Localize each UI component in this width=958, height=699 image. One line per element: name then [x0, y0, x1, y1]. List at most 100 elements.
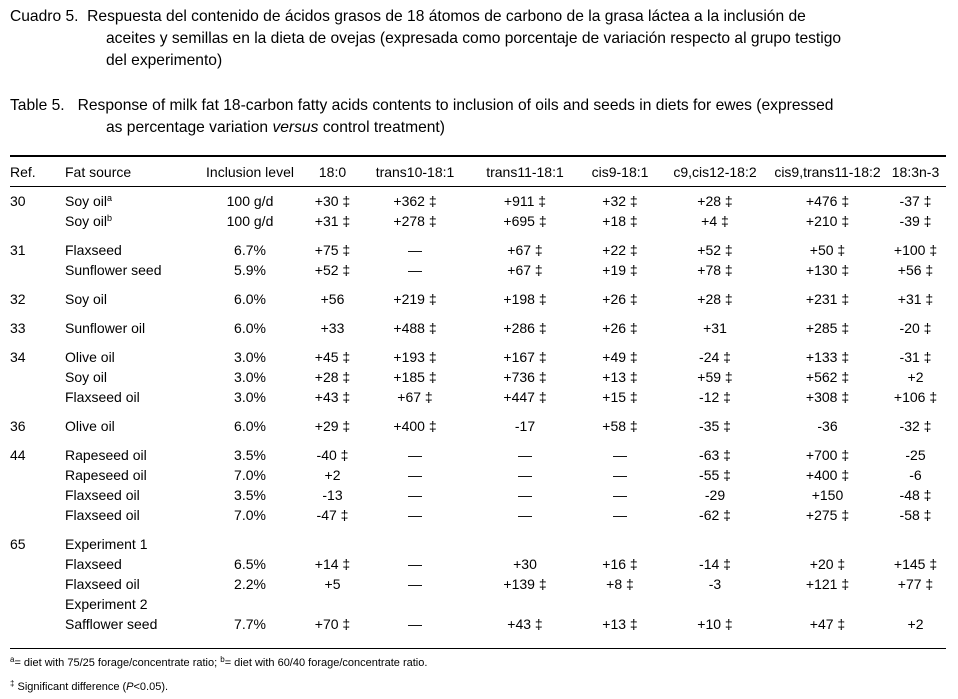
- group-spacer: [10, 280, 946, 289]
- value-cell: [305, 594, 360, 614]
- table-row: Flaxseed 6.5% +14 ‡ — +30 +16 ‡ -14 ‡ +20 ‡ +145…: [10, 554, 946, 574]
- value-cell: +8 ‡: [606, 576, 634, 592]
- value-cell: +31 ‡: [314, 213, 351, 229]
- group-spacer: [10, 231, 946, 240]
- caption-english-label: Table 5.: [10, 97, 65, 114]
- value-cell: +45 ‡: [314, 349, 351, 365]
- value-cell: -24 ‡: [699, 349, 731, 365]
- ref-cell: [10, 387, 65, 407]
- value-cell: +198 ‡: [503, 291, 547, 307]
- value-cell: +52 ‡: [697, 242, 733, 258]
- table-row: Experiment 2: [10, 594, 946, 614]
- ref-cell: [10, 367, 65, 387]
- ref-cell: 34: [10, 349, 26, 365]
- value-cell: +43 ‡: [507, 616, 543, 632]
- value-cell: —: [408, 556, 422, 572]
- fat-source-cell: Flaxseed oil: [65, 485, 195, 505]
- value-cell: +231 ‡: [805, 291, 850, 307]
- fat-source-cell: Flaxseed oil: [65, 387, 195, 407]
- group-spacer: [10, 407, 946, 416]
- fat-source-label: Flaxseed oil: [65, 389, 140, 405]
- footnote-diets: a= diet with 75/25 forage/concentrate ra…: [10, 656, 427, 670]
- ref-cell: 44: [10, 447, 26, 463]
- caption-spanish-line3: del experimento): [106, 52, 223, 69]
- column-header: 18:0: [318, 164, 347, 180]
- column-header: trans10-18:1: [375, 164, 455, 180]
- value-cell: +911 ‡: [503, 193, 547, 209]
- column-header: trans11-18:1: [486, 164, 564, 180]
- value-cell: +167 ‡: [503, 349, 547, 365]
- value-cell: +447 ‡: [503, 389, 547, 405]
- ref-cell: [10, 505, 65, 525]
- value-cell: -39 ‡: [899, 213, 932, 229]
- fat-source-label: Soy oil: [65, 369, 108, 385]
- fat-source-label: Olive oil: [65, 349, 115, 365]
- footnote-p-symbol: P: [126, 681, 134, 693]
- value-cell: +139 ‡: [503, 576, 547, 592]
- ref-cell: 36: [10, 418, 26, 434]
- fat-source-label: Sunflower seed: [65, 262, 162, 278]
- inclusion-level-cell: [195, 534, 305, 554]
- diet-footnote-mark: b: [107, 213, 113, 223]
- value-cell: -25: [905, 447, 926, 463]
- value-cell: +56: [320, 291, 345, 307]
- table-row: 34 Olive oil 3.0% +45 ‡ +193 ‡ +167 ‡ +49 ‡ -24…: [10, 347, 946, 367]
- value-cell: +700 ‡: [805, 447, 850, 463]
- table-row: Rapeseed oil 7.0% +2 — — — -55 ‡ +400 ‡ -6: [10, 465, 946, 485]
- value-cell: +56 ‡: [897, 262, 934, 278]
- spacer-cell: [10, 338, 946, 347]
- value-cell: +19 ‡: [602, 262, 638, 278]
- value-cell: -55 ‡: [699, 467, 731, 483]
- ref-cell: 31: [10, 242, 26, 258]
- ref-cell: [10, 614, 65, 634]
- fat-source-cell: Safflower seed: [65, 614, 195, 634]
- value-cell: +100 ‡: [893, 242, 938, 258]
- inclusion-level-cell: 6.0%: [234, 418, 266, 434]
- spacer-cell: [10, 231, 946, 240]
- ref-cell: 30: [10, 193, 26, 209]
- fat-source-label: Safflower seed: [65, 616, 158, 632]
- value-cell: —: [408, 507, 422, 523]
- fat-source-cell: Rapeseed oil: [65, 465, 195, 485]
- caption-english: Table 5. Response of milk fat 18-carbon …: [10, 95, 946, 139]
- value-cell: +150: [811, 487, 844, 503]
- footnote-b-text: = diet with 60/40 forage/concentrate rat…: [224, 657, 428, 669]
- value-cell: [470, 594, 580, 614]
- value-cell: [660, 594, 770, 614]
- value-cell: +562 ‡: [805, 369, 850, 385]
- caption-english-line1: Table 5. Response of milk fat 18-carbon …: [10, 95, 946, 117]
- ref-cell: 33: [10, 320, 26, 336]
- value-cell: —: [408, 242, 422, 258]
- value-cell: —: [518, 467, 532, 483]
- caption-english-line2: as percentage variation versus control t…: [10, 117, 946, 139]
- spacer-cell: [10, 436, 946, 445]
- fat-source-cell: Rapeseed oil: [65, 445, 195, 465]
- fat-source-cell: Soy oila: [65, 191, 195, 211]
- value-cell: +275 ‡: [805, 507, 850, 523]
- fat-source-cell: Sunflower oil: [65, 318, 195, 338]
- value-cell: +278 ‡: [393, 213, 437, 229]
- ref-cell: 32: [10, 291, 26, 307]
- caption-english-text3: control treatment): [322, 119, 445, 136]
- inclusion-level-cell: 2.2%: [234, 576, 266, 592]
- value-cell: -31 ‡: [899, 349, 932, 365]
- table-row: Flaxseed oil 3.5% -13 — — — -29 +150 -48 ‡: [10, 485, 946, 505]
- ref-cell: [10, 260, 65, 280]
- value-cell: +13 ‡: [602, 369, 638, 385]
- value-cell: +47 ‡: [809, 616, 846, 632]
- spacer-cell: [10, 309, 946, 318]
- inclusion-level-cell: 7.7%: [234, 616, 266, 632]
- value-cell: +31 ‡: [897, 291, 934, 307]
- spacer-cell: [10, 525, 946, 534]
- fat-source-cell: Experiment 1: [65, 534, 195, 554]
- table-row: 33 Sunflower oil 6.0% +33 +488 ‡ +286 ‡ +26 ‡ +…: [10, 318, 946, 338]
- value-cell: +133 ‡: [805, 349, 850, 365]
- value-cell: -36: [817, 418, 838, 434]
- value-cell: +30 ‡: [314, 193, 351, 209]
- table-row: Safflower seed 7.7% +70 ‡ — +43 ‡ +13 ‡ +10 ‡ +…: [10, 614, 946, 634]
- value-cell: -3: [708, 576, 722, 592]
- inclusion-level-cell: 7.0%: [234, 507, 266, 523]
- fat-source-cell: Olive oil: [65, 416, 195, 436]
- group-spacer: [10, 525, 946, 534]
- column-header: 18:3n-3: [891, 164, 940, 180]
